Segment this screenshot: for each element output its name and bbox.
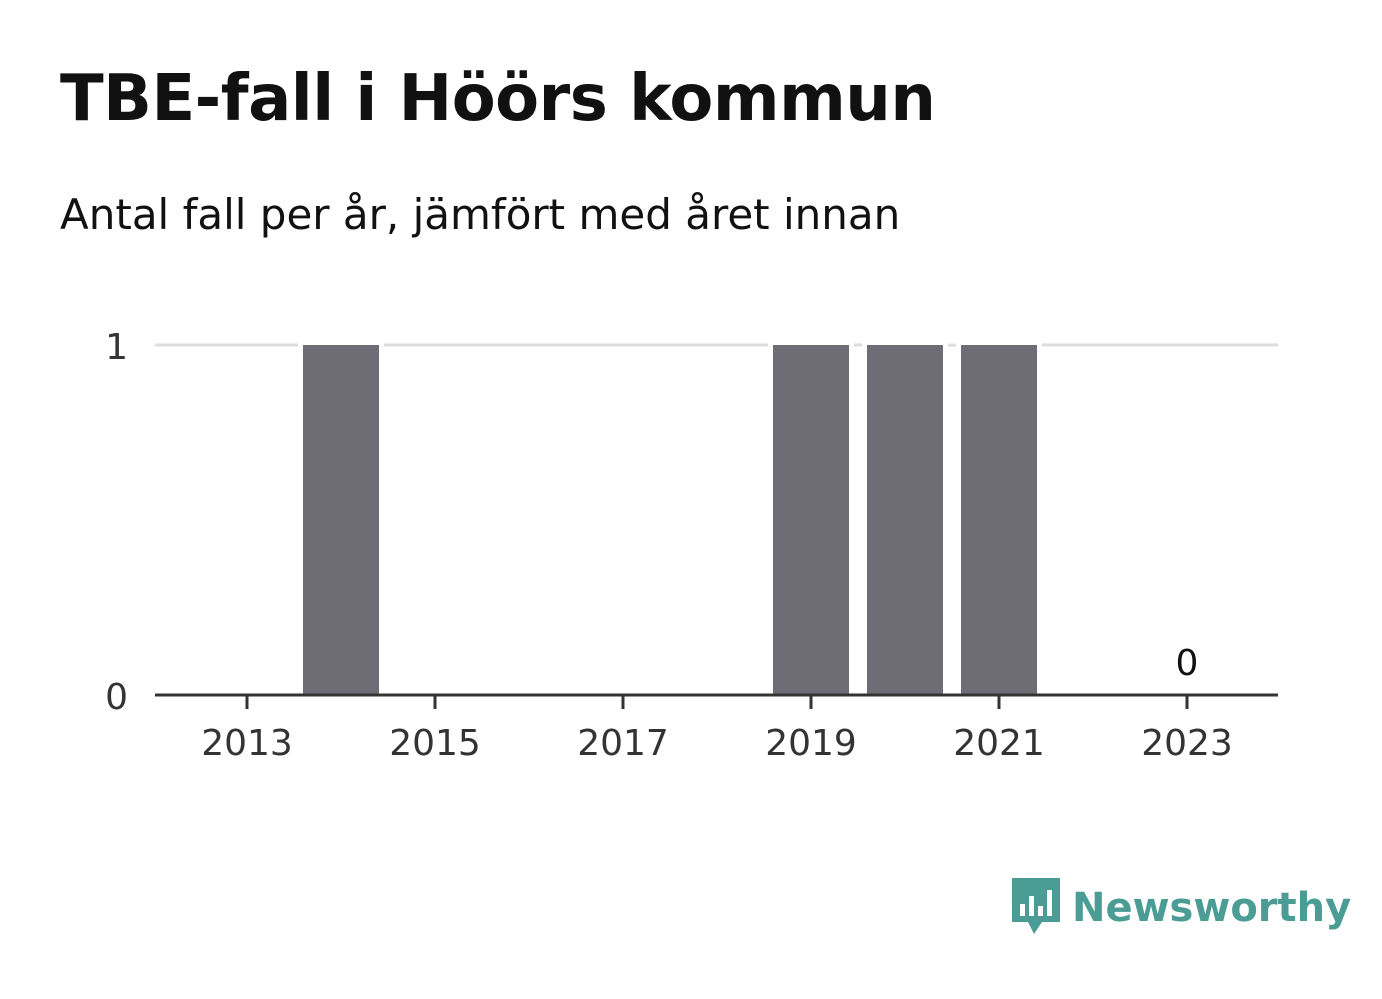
bar-2020	[867, 345, 943, 695]
x-tick-label: 2017	[577, 723, 669, 764]
y-tick-label: 0	[105, 677, 128, 718]
brand-name: Newsworthy	[1072, 885, 1352, 931]
x-tick-label: 2013	[201, 723, 293, 764]
chart-title: TBE-fall i Höörs kommun	[60, 62, 936, 136]
x-tick-label: 2019	[765, 723, 857, 764]
y-tick-label: 1	[105, 327, 128, 368]
bar-2019	[773, 345, 849, 695]
newsworthy-logo-icon	[1010, 876, 1062, 940]
bar-2021	[961, 345, 1037, 695]
data-label: 0	[1176, 643, 1199, 684]
bar-2014	[303, 345, 379, 695]
x-tick-label: 2021	[953, 723, 1045, 764]
newsworthy-brand: Newsworthy	[1010, 876, 1351, 940]
x-tick-label: 2023	[1141, 723, 1233, 764]
chart-subtitle: Antal fall per år, jämfört med året inna…	[60, 190, 901, 239]
x-tick-label: 2015	[389, 723, 481, 764]
